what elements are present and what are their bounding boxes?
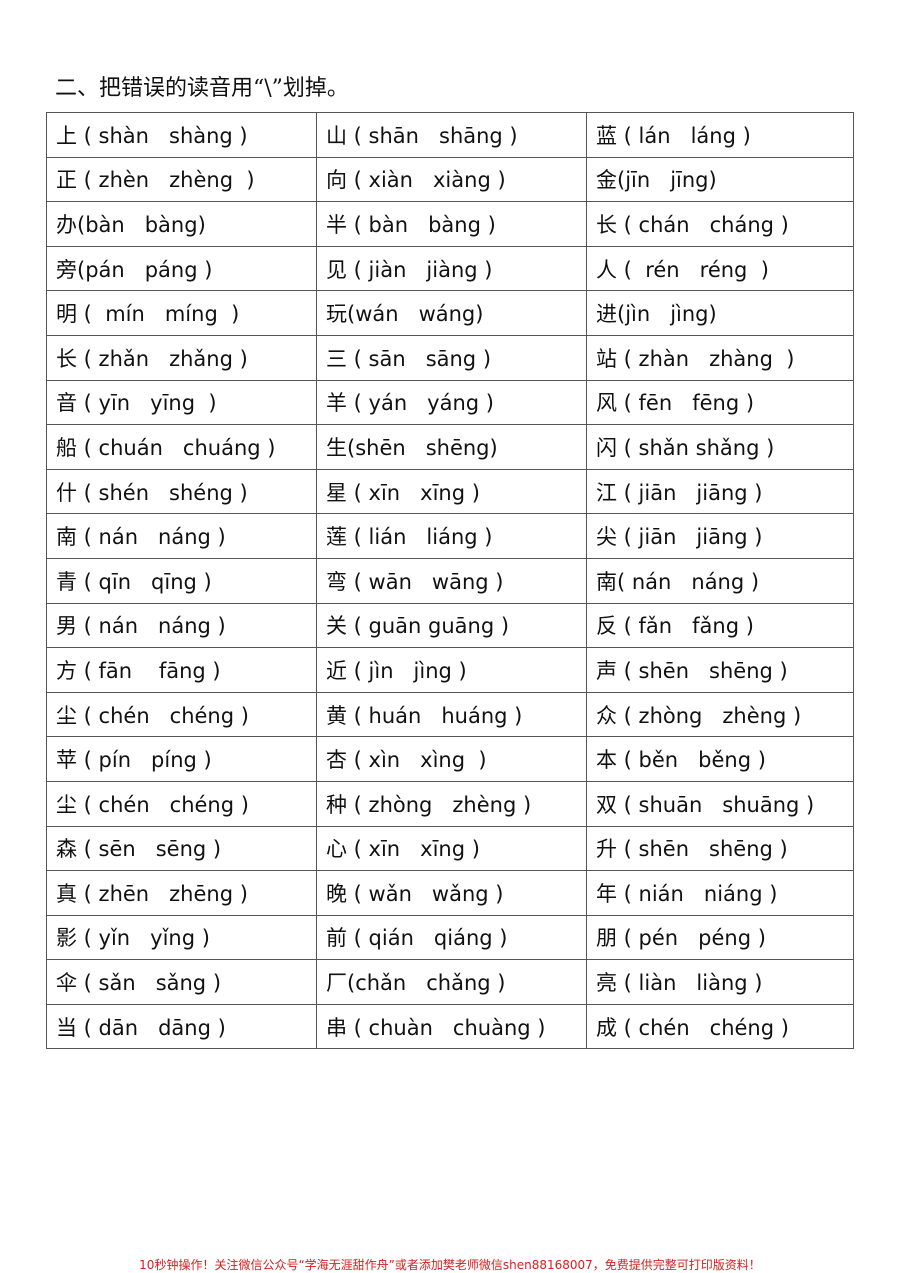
exercise-title: 二、把错误的读音用“\”划掉。 — [55, 76, 349, 101]
pinyin-cell[interactable]: 蓝 ( lán láng ) — [586, 112, 854, 158]
pinyin-cell[interactable]: 黄 ( huán huáng ) — [316, 691, 587, 738]
pinyin-cell[interactable]: 正 ( zhèn zhèng ) — [46, 156, 317, 203]
table-row: 正 ( zhèn zhèng ) 向 ( xiàn xiàng ) 金(jīn jī… — [46, 156, 854, 203]
table-row: 尘 ( chén chéng ) 黄 ( huán huáng ) 众 ( zhòn… — [46, 691, 854, 738]
pinyin-cell[interactable]: 杏 ( xìn xìng ) — [316, 736, 587, 782]
pinyin-cell[interactable]: 升 ( shēn shēng ) — [586, 825, 854, 872]
table-row: 苹 ( pín píng ) 杏 ( xìn xìng ) 本 ( běn běng… — [46, 736, 854, 782]
pinyin-cell[interactable]: 玩(wán wáng) — [316, 290, 587, 336]
pinyin-cell[interactable]: 向 ( xiàn xiàng ) — [316, 156, 587, 203]
pinyin-cell[interactable]: 串 ( chuàn chuàng ) — [316, 1003, 587, 1050]
pinyin-cell[interactable]: 莲 ( lián liáng ) — [316, 513, 587, 559]
pinyin-cell[interactable]: 金(jīn jīng) — [586, 156, 854, 203]
pinyin-cell[interactable]: 朋 ( pén péng ) — [586, 914, 854, 961]
pinyin-cell[interactable]: 三 ( sān sāng ) — [316, 334, 587, 381]
table-row: 旁(pán páng ) 见 ( jiàn jiàng ) 人 ( rén réng… — [46, 245, 854, 292]
pinyin-cell[interactable]: 亮 ( liàn liàng ) — [586, 959, 854, 1005]
pinyin-cell[interactable]: 站 ( zhàn zhàng ) — [586, 334, 854, 381]
table-row: 男 ( nán náng ) 关 ( guān guāng ) 反 ( fǎn fǎ… — [46, 602, 854, 649]
table-row: 什 ( shén shéng ) 星 ( xīn xīng ) 江 ( jiān j… — [46, 468, 854, 515]
pinyin-cell[interactable]: 男 ( nán náng ) — [46, 602, 317, 649]
pinyin-cell[interactable]: 山 ( shān shāng ) — [316, 112, 587, 158]
pinyin-cell[interactable]: 影 ( yǐn yǐng ) — [46, 914, 317, 961]
pinyin-cell[interactable]: 尖 ( jiān jiāng ) — [586, 513, 854, 559]
pinyin-cell[interactable]: 厂(chǎn chǎng ) — [316, 959, 587, 1005]
table-row: 影 ( yǐn yǐng ) 前 ( qián qiáng ) 朋 ( pén pé… — [46, 914, 854, 961]
pinyin-cell[interactable]: 真 ( zhēn zhēng ) — [46, 870, 317, 916]
pinyin-cell[interactable]: 伞 ( sǎn sǎng ) — [46, 959, 317, 1005]
pinyin-cell[interactable]: 人 ( rén réng ) — [586, 245, 854, 292]
pinyin-cell[interactable]: 风 ( fēn fēng ) — [586, 379, 854, 426]
pinyin-cell[interactable]: 青 ( qīn qīng ) — [46, 557, 317, 604]
pinyin-cell[interactable]: 闪 ( shǎn shǎng ) — [586, 424, 854, 470]
footer-note: 10秒钟操作！关注微信公众号“学海无涯甜作舟”或者添加樊老师微信shen8816… — [139, 1258, 761, 1272]
pinyin-cell[interactable]: 尘 ( chén chéng ) — [46, 691, 317, 738]
pinyin-cell[interactable]: 南 ( nán náng ) — [46, 513, 317, 559]
table-row: 当 ( dān dāng ) 串 ( chuàn chuàng ) 成 ( chén… — [46, 1003, 854, 1050]
pinyin-table: 上 ( shàn shàng ) 山 ( shān shāng ) 蓝 ( lán … — [46, 112, 854, 1050]
table-row: 真 ( zhēn zhēng ) 晚 ( wǎn wǎng ) 年 ( nián n… — [46, 870, 854, 916]
table-row: 伞 ( sǎn sǎng ) 厂(chǎn chǎng ) 亮 ( liàn lià… — [46, 959, 854, 1005]
pinyin-cell[interactable]: 半 ( bàn bàng ) — [316, 201, 587, 247]
pinyin-cell[interactable]: 本 ( běn běng ) — [586, 736, 854, 782]
pinyin-cell[interactable]: 什 ( shén shéng ) — [46, 468, 317, 515]
pinyin-cell[interactable]: 弯 ( wān wāng ) — [316, 557, 587, 604]
table-row: 青 ( qīn qīng ) 弯 ( wān wāng ) 南( nán náng … — [46, 557, 854, 604]
pinyin-cell[interactable]: 长 ( zhǎn zhǎng ) — [46, 334, 317, 381]
pinyin-cell[interactable]: 双 ( shuān shuāng ) — [586, 780, 854, 827]
pinyin-cell[interactable]: 近 ( jìn jìng ) — [316, 647, 587, 693]
pinyin-cell[interactable]: 尘 ( chén chéng ) — [46, 780, 317, 827]
pinyin-cell[interactable]: 种 ( zhòng zhèng ) — [316, 780, 587, 827]
table-row: 办(bàn bàng) 半 ( bàn bàng ) 长 ( chán cháng … — [46, 201, 854, 247]
table-row: 上 ( shàn shàng ) 山 ( shān shāng ) 蓝 ( lán … — [46, 112, 854, 158]
table-row: 森 ( sēn sēng ) 心 ( xīn xīng ) 升 ( shēn shē… — [46, 825, 854, 872]
pinyin-cell[interactable]: 反 ( fǎn fǎng ) — [586, 602, 854, 649]
table-row: 长 ( zhǎn zhǎng ) 三 ( sān sāng ) 站 ( zhàn z… — [46, 334, 854, 381]
pinyin-cell[interactable]: 长 ( chán cháng ) — [586, 201, 854, 247]
pinyin-cell[interactable]: 船 ( chuán chuáng ) — [46, 424, 317, 470]
pinyin-cell[interactable]: 生(shēn shēng) — [316, 424, 587, 470]
table-row: 方 ( fān fāng ) 近 ( jìn jìng ) 声 ( shēn shē… — [46, 647, 854, 693]
pinyin-cell[interactable]: 上 ( shàn shàng ) — [46, 112, 317, 158]
table-row: 音 ( yīn yīng ) 羊 ( yán yáng ) 风 ( fēn fēng… — [46, 379, 854, 426]
pinyin-cell[interactable]: 见 ( jiàn jiàng ) — [316, 245, 587, 292]
pinyin-cell[interactable]: 明 ( mín míng ) — [46, 290, 317, 336]
pinyin-cell[interactable]: 星 ( xīn xīng ) — [316, 468, 587, 515]
pinyin-cell[interactable]: 旁(pán páng ) — [46, 245, 317, 292]
pinyin-cell[interactable]: 江 ( jiān jiāng ) — [586, 468, 854, 515]
pinyin-cell[interactable]: 众 ( zhòng zhèng ) — [586, 691, 854, 738]
pinyin-cell[interactable]: 办(bàn bàng) — [46, 201, 317, 247]
pinyin-cell[interactable]: 成 ( chén chéng ) — [586, 1003, 854, 1050]
pinyin-cell[interactable]: 年 ( nián niáng ) — [586, 870, 854, 916]
pinyin-cell[interactable]: 方 ( fān fāng ) — [46, 647, 317, 693]
table-row: 船 ( chuán chuáng ) 生(shēn shēng) 闪 ( shǎn … — [46, 424, 854, 470]
pinyin-cell[interactable]: 心 ( xīn xīng ) — [316, 825, 587, 872]
pinyin-cell[interactable]: 音 ( yīn yīng ) — [46, 379, 317, 426]
pinyin-cell[interactable]: 当 ( dān dāng ) — [46, 1003, 317, 1050]
pinyin-cell[interactable]: 南( nán náng ) — [586, 557, 854, 604]
pinyin-cell[interactable]: 晚 ( wǎn wǎng ) — [316, 870, 587, 916]
pinyin-cell[interactable]: 苹 ( pín píng ) — [46, 736, 317, 782]
pinyin-cell[interactable]: 关 ( guān guāng ) — [316, 602, 587, 649]
pinyin-cell[interactable]: 进(jìn jìng) — [586, 290, 854, 336]
pinyin-cell[interactable]: 声 ( shēn shēng ) — [586, 647, 854, 693]
table-row: 明 ( mín míng ) 玩(wán wáng) 进(jìn jìng) — [46, 290, 854, 336]
pinyin-cell[interactable]: 前 ( qián qiáng ) — [316, 914, 587, 961]
pinyin-cell[interactable]: 森 ( sēn sēng ) — [46, 825, 317, 872]
table-row: 尘 ( chén chéng ) 种 ( zhòng zhèng ) 双 ( shu… — [46, 780, 854, 827]
pinyin-cell[interactable]: 羊 ( yán yáng ) — [316, 379, 587, 426]
table-row: 南 ( nán náng ) 莲 ( lián liáng ) 尖 ( jiān j… — [46, 513, 854, 559]
